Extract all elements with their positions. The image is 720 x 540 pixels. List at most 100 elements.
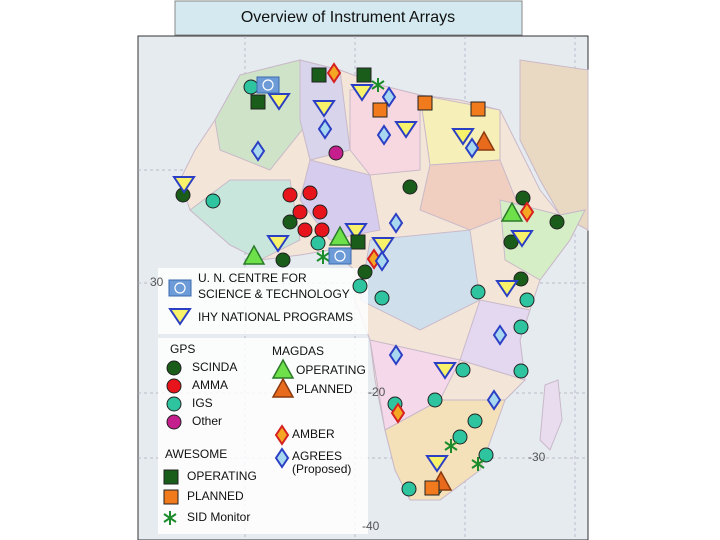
marker xyxy=(168,279,192,297)
marker xyxy=(510,230,534,248)
marker xyxy=(350,84,374,102)
marker xyxy=(371,237,395,255)
marker xyxy=(470,284,486,300)
legend-panel xyxy=(158,268,368,534)
marker xyxy=(334,250,346,262)
marker xyxy=(352,278,368,294)
marker xyxy=(302,185,318,201)
marker xyxy=(357,264,373,280)
marker xyxy=(292,204,308,220)
marker xyxy=(168,308,192,326)
marker xyxy=(242,244,266,265)
marker xyxy=(282,187,298,203)
marker xyxy=(433,362,457,380)
marker xyxy=(372,102,388,118)
legend-label: PLANNED xyxy=(296,382,353,396)
marker xyxy=(262,79,274,91)
marker xyxy=(549,214,565,230)
marker xyxy=(166,414,182,430)
marker xyxy=(513,271,529,287)
marker xyxy=(344,223,368,241)
marker xyxy=(250,140,266,162)
marker xyxy=(163,511,177,525)
marker xyxy=(424,480,440,496)
marker xyxy=(402,179,418,195)
marker xyxy=(172,176,196,194)
legend-heading: MAGDAS xyxy=(272,344,324,358)
marker xyxy=(513,363,529,379)
marker xyxy=(371,78,385,92)
marker xyxy=(312,204,328,220)
legend-label: IGS xyxy=(192,396,213,410)
marker xyxy=(451,128,475,146)
marker xyxy=(388,344,404,366)
marker xyxy=(492,324,508,346)
legend-label: AMMA xyxy=(192,378,228,392)
marker xyxy=(519,201,535,223)
marker xyxy=(500,201,524,222)
marker xyxy=(174,282,186,294)
marker xyxy=(275,252,291,268)
marker xyxy=(470,101,486,117)
marker xyxy=(243,79,259,95)
marker xyxy=(274,447,290,469)
marker xyxy=(328,225,352,246)
marker xyxy=(326,62,342,84)
marker xyxy=(166,378,182,394)
legend-heading: GPS xyxy=(170,342,195,356)
lat-label: -20 xyxy=(368,385,386,399)
marker xyxy=(256,76,280,94)
legend-heading: AWESOME xyxy=(165,447,227,461)
marker xyxy=(266,235,290,253)
marker xyxy=(297,222,313,238)
marker xyxy=(328,145,344,161)
marker xyxy=(388,212,404,234)
marker xyxy=(467,413,483,429)
africa xyxy=(179,59,589,501)
marker xyxy=(374,290,390,306)
lat-label: -30 xyxy=(528,450,546,464)
marker xyxy=(486,389,502,411)
marker xyxy=(317,118,333,140)
legend-label: OPERATING xyxy=(296,363,366,377)
marker xyxy=(374,250,390,272)
marker xyxy=(250,94,266,110)
legend-note: (Proposed) xyxy=(292,462,351,476)
legend-label: SCIENCE & TECHNOLOGY xyxy=(198,287,350,301)
legend-label: AGREES xyxy=(292,449,342,463)
legend-label: U. N. CENTRE FOR xyxy=(198,271,307,285)
marker xyxy=(205,193,221,209)
legend-label: PLANNED xyxy=(187,489,244,503)
marker xyxy=(311,67,327,83)
marker xyxy=(444,439,458,453)
marker xyxy=(381,86,397,108)
marker xyxy=(328,247,352,265)
marker xyxy=(310,235,326,251)
marker xyxy=(376,124,392,146)
marker xyxy=(394,121,418,139)
legend-label: SCINDA xyxy=(192,360,237,374)
marker xyxy=(503,234,519,250)
marker xyxy=(312,100,336,118)
marker xyxy=(267,93,291,111)
marker xyxy=(271,377,295,398)
legend-label: OPERATING xyxy=(187,469,257,483)
marker xyxy=(390,402,406,424)
marker xyxy=(519,292,535,308)
marker xyxy=(316,250,330,264)
marker xyxy=(425,455,449,473)
legend-label: Other xyxy=(192,414,222,428)
marker xyxy=(495,280,519,298)
marker xyxy=(166,396,182,412)
marker xyxy=(274,424,290,446)
marker xyxy=(356,67,372,83)
marker xyxy=(513,319,529,335)
marker xyxy=(401,481,417,497)
marker xyxy=(515,190,531,206)
marker xyxy=(163,469,179,485)
legend-label: AMBER xyxy=(292,427,335,441)
marker xyxy=(350,234,366,250)
marker xyxy=(455,362,471,378)
legend-label: IHY NATIONAL PROGRAMS xyxy=(198,310,353,324)
